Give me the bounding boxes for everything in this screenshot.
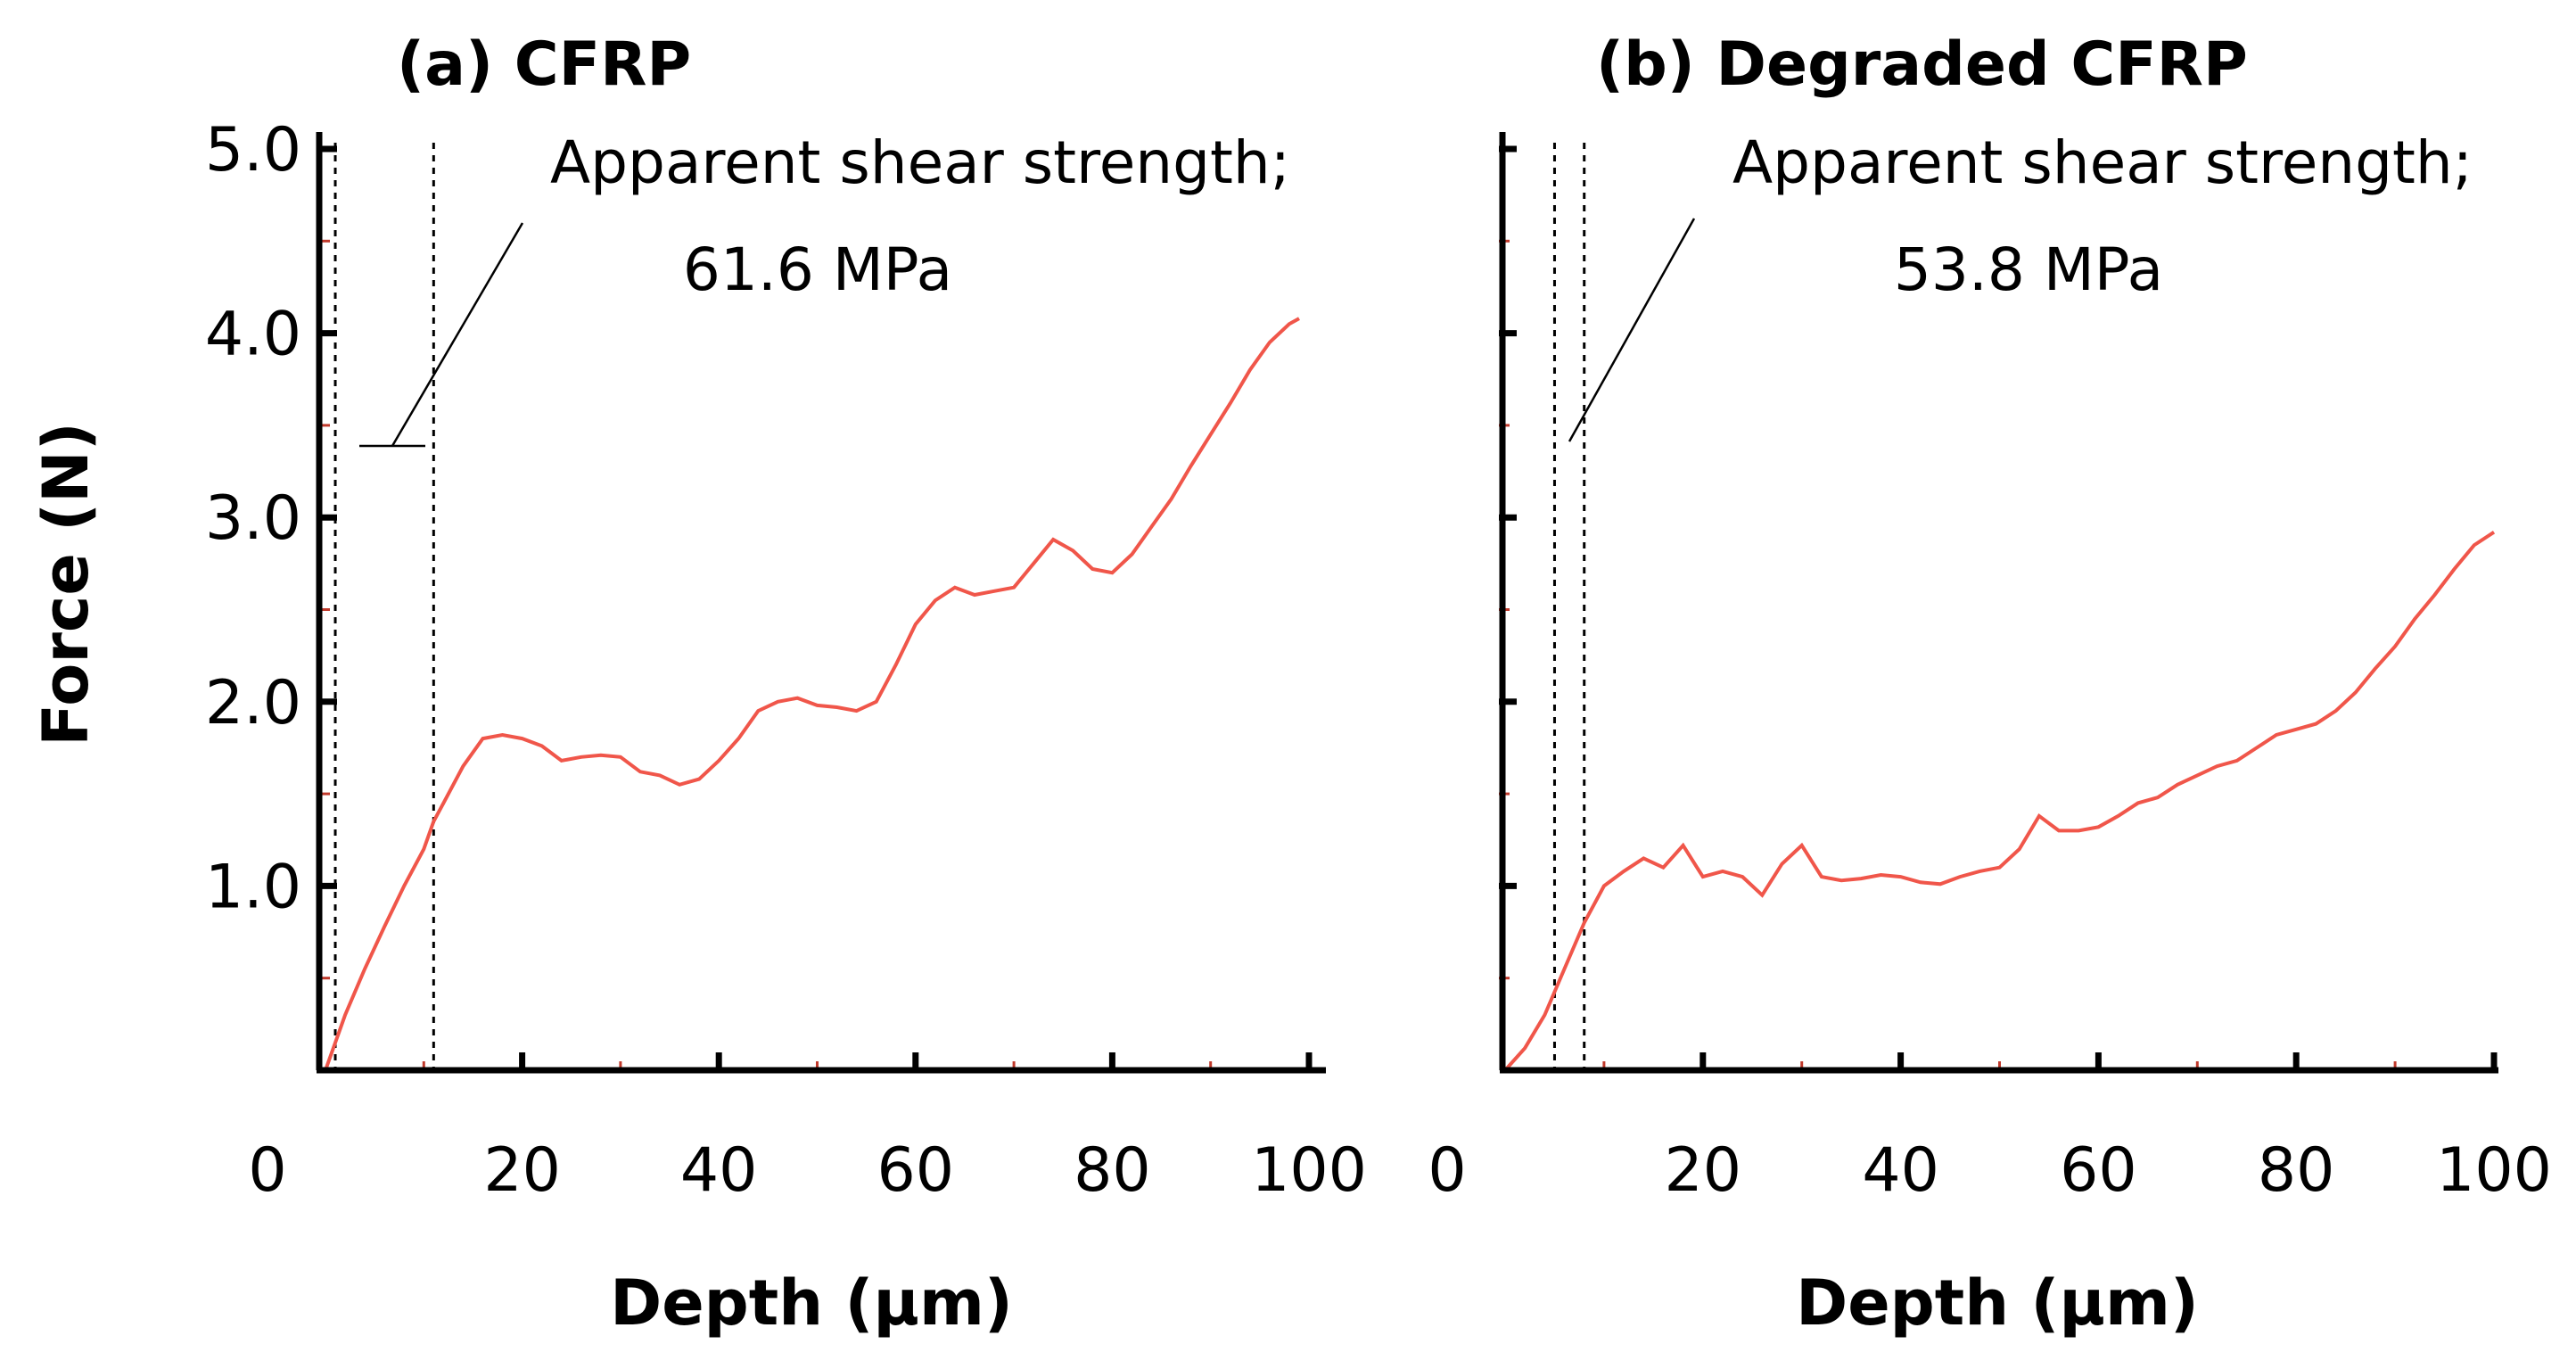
panel-b-force-curve	[1503, 531, 2496, 1072]
panel-b-x-tick-label: 20	[1665, 1135, 1742, 1206]
panel-a-plot-area: 1.0 2.0 3.0 4.0 5.0 0 20 40 60 80 100	[205, 115, 1367, 1206]
panel-a-x-tick-label: 80	[1074, 1135, 1151, 1206]
panel-b-x-tick-label: 80	[2258, 1135, 2335, 1206]
panel-b-annotation-value: 53.8 MPa	[1894, 235, 2163, 304]
panel-b-x-tick-label: 40	[1862, 1135, 1939, 1206]
panel-b-annotation-line1: Apparent shear strength;	[1732, 128, 2473, 197]
panel-a-y-tick-label: 3.0	[205, 483, 301, 554]
panel-a-x-tick-label: 40	[680, 1135, 758, 1206]
panel-a-y-axis-label: Force (N)	[29, 422, 103, 746]
panel-a-annotation-value: 61.6 MPa	[683, 235, 952, 304]
panel-b-plot-area: 0 20 40 60 80 100	[1428, 143, 2552, 1206]
panel-a-cfrp: (a) CFRP Apparent shear strength; 61.6 M…	[29, 29, 1367, 1340]
panel-a-y-tick-label: 4.0	[205, 300, 301, 370]
panel-a-y-tick-label: 5.0	[205, 115, 301, 186]
panel-a-title: (a) CFRP	[397, 29, 691, 100]
panel-a-y-tick-label: 1.0	[205, 852, 301, 922]
panel-a-x-tick-label: 60	[877, 1135, 955, 1206]
panel-a-annotation-line1: Apparent shear strength;	[550, 128, 1290, 197]
panel-a-y-tick-label: 2.0	[205, 668, 301, 738]
panel-b-title: (b) Degraded CFRP	[1596, 29, 2248, 100]
panel-b-degraded-cfrp: (b) Degraded CFRP Apparent shear strengt…	[1428, 29, 2552, 1340]
panel-a-force-curve	[324, 317, 1300, 1071]
panel-b-x-tick-label: 60	[2060, 1135, 2137, 1206]
panel-a-x-tick-label: 20	[483, 1135, 561, 1206]
panel-a-x-axis-label: Depth (μm)	[610, 1266, 1013, 1340]
panel-a-annotation-leader	[391, 222, 524, 447]
panel-b-x-tick-label: 0	[1428, 1135, 1466, 1206]
panel-a-x-tick-label: 100	[1251, 1135, 1367, 1206]
panel-b-annotation-leader	[1568, 218, 1696, 442]
panel-b-x-tick-label: 100	[2436, 1135, 2552, 1206]
panel-a-x-tick-label: 0	[248, 1135, 286, 1206]
panel-b-x-axis-label: Depth (μm)	[1796, 1266, 2199, 1340]
